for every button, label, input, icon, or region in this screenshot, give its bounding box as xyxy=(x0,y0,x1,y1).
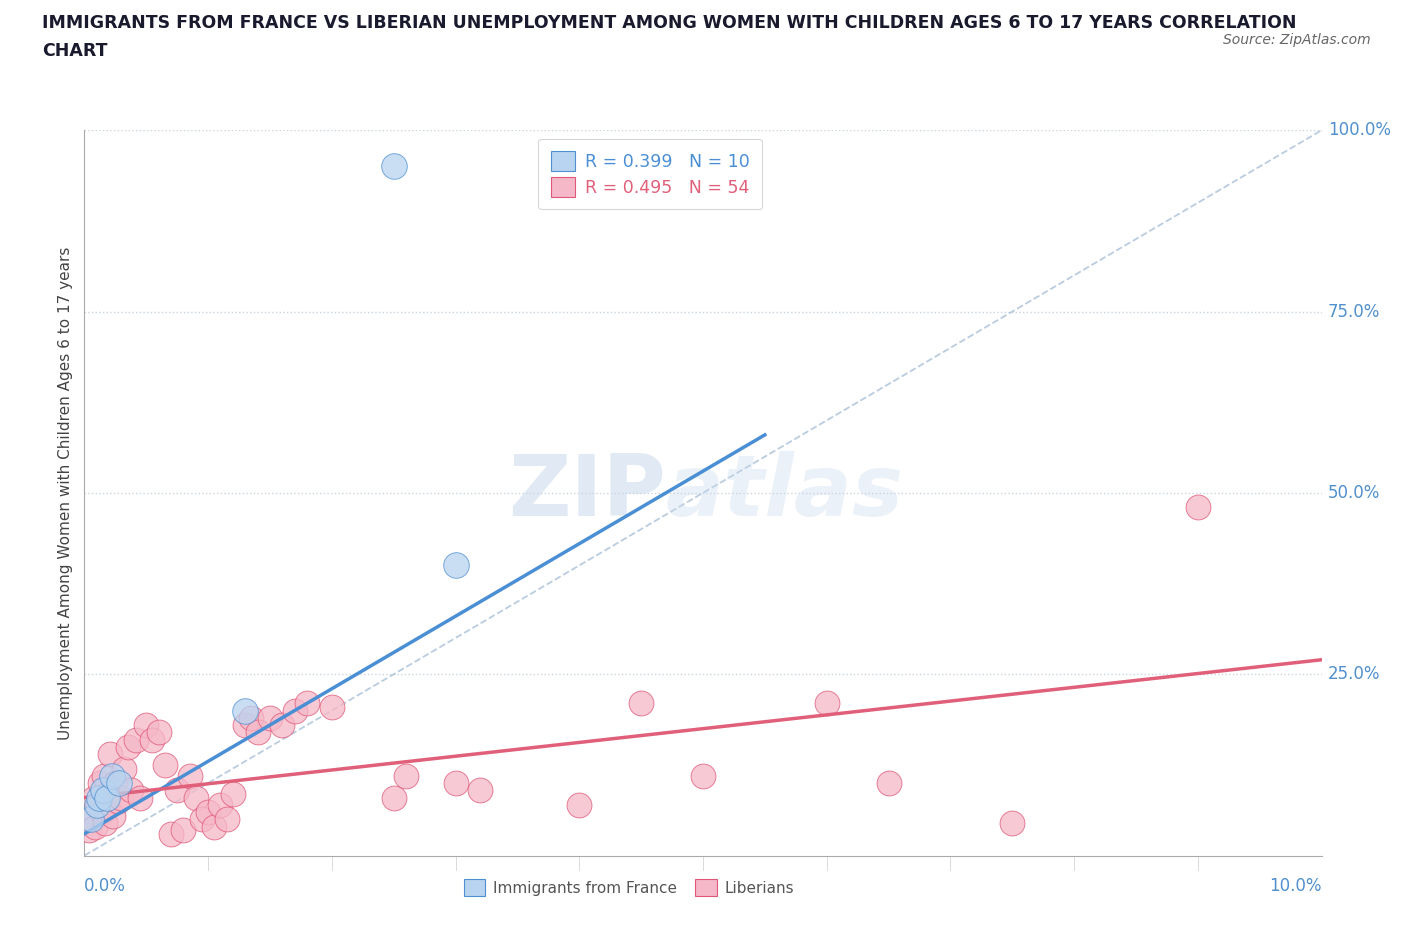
Text: Source: ZipAtlas.com: Source: ZipAtlas.com xyxy=(1223,33,1371,46)
Point xyxy=(125,732,148,747)
Point xyxy=(321,699,343,714)
Point xyxy=(110,790,132,805)
Point xyxy=(153,757,176,772)
Point xyxy=(160,827,183,842)
Point xyxy=(179,768,201,783)
Point xyxy=(568,797,591,812)
Point xyxy=(100,768,122,783)
Point xyxy=(815,696,838,711)
Text: ZIP: ZIP xyxy=(508,451,666,535)
Text: 75.0%: 75.0% xyxy=(1327,302,1381,321)
Point xyxy=(83,790,105,805)
Point xyxy=(104,776,127,790)
Point xyxy=(94,816,117,830)
Point xyxy=(89,790,111,805)
Point xyxy=(86,797,108,812)
Text: 0.0%: 0.0% xyxy=(84,877,127,896)
Point xyxy=(148,724,170,739)
Text: 100.0%: 100.0% xyxy=(1327,121,1391,140)
Point xyxy=(87,797,110,812)
Point xyxy=(202,819,225,834)
Point xyxy=(382,159,405,174)
Point xyxy=(79,812,101,827)
Point xyxy=(271,718,294,733)
Point xyxy=(112,761,135,776)
Point xyxy=(98,747,121,762)
Point xyxy=(1001,816,1024,830)
Point xyxy=(395,768,418,783)
Point xyxy=(93,768,115,783)
Point xyxy=(166,783,188,798)
Point xyxy=(107,794,129,809)
Point xyxy=(79,823,101,838)
Text: 50.0%: 50.0% xyxy=(1327,484,1381,502)
Point xyxy=(284,703,307,718)
Point xyxy=(197,804,219,819)
Point xyxy=(129,790,152,805)
Point xyxy=(692,768,714,783)
Text: CHART: CHART xyxy=(42,42,108,60)
Point xyxy=(172,823,194,838)
Text: atlas: atlas xyxy=(666,451,904,535)
Point xyxy=(96,790,118,805)
Point xyxy=(470,783,492,798)
Y-axis label: Unemployment Among Women with Children Ages 6 to 17 years: Unemployment Among Women with Children A… xyxy=(58,246,73,739)
Point xyxy=(84,819,107,834)
Point xyxy=(184,790,207,805)
Point xyxy=(89,776,111,790)
Text: 10.0%: 10.0% xyxy=(1270,877,1322,896)
Point xyxy=(444,776,467,790)
Point xyxy=(222,787,245,802)
Point xyxy=(630,696,652,711)
Point xyxy=(215,812,238,827)
Point xyxy=(80,812,103,827)
Point xyxy=(91,783,114,798)
Point xyxy=(97,787,120,802)
Point xyxy=(1187,500,1209,515)
Point xyxy=(191,812,214,827)
Point xyxy=(444,558,467,573)
Point xyxy=(246,724,269,739)
Point xyxy=(233,718,256,733)
Point xyxy=(233,703,256,718)
Point xyxy=(117,739,139,754)
Legend: Immigrants from France, Liberians: Immigrants from France, Liberians xyxy=(457,872,800,902)
Text: IMMIGRANTS FROM FRANCE VS LIBERIAN UNEMPLOYMENT AMONG WOMEN WITH CHILDREN AGES 6: IMMIGRANTS FROM FRANCE VS LIBERIAN UNEMP… xyxy=(42,14,1296,32)
Point xyxy=(90,804,112,819)
Point xyxy=(259,711,281,725)
Point xyxy=(101,808,124,823)
Text: 25.0%: 25.0% xyxy=(1327,665,1381,684)
Point xyxy=(135,718,157,733)
Point xyxy=(295,696,318,711)
Point xyxy=(240,711,263,725)
Point xyxy=(120,783,142,798)
Point xyxy=(209,797,232,812)
Point xyxy=(877,776,900,790)
Point xyxy=(108,776,131,790)
Point xyxy=(141,732,163,747)
Point xyxy=(382,790,405,805)
